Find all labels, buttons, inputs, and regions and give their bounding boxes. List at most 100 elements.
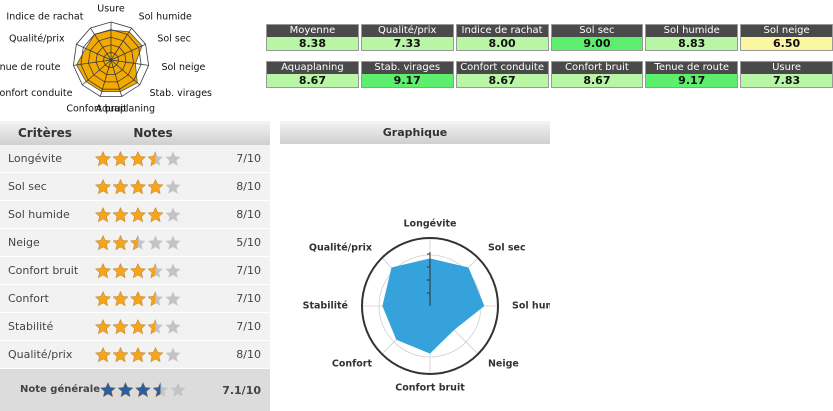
star	[165, 151, 181, 166]
star-clip	[95, 234, 111, 250]
axis-label: Sol sec	[488, 243, 526, 254]
note: 7/10	[236, 292, 261, 305]
star	[112, 290, 129, 306]
stars	[88, 262, 195, 279]
spoke	[110, 59, 123, 97]
axis-label: Stabilité	[303, 301, 348, 312]
star-clip	[147, 346, 164, 362]
star	[112, 206, 129, 222]
star-filled	[147, 346, 164, 362]
star-filled	[152, 382, 161, 398]
score-value: 9.00	[551, 37, 643, 50]
star-empty	[165, 319, 181, 334]
axis-label: Neige	[488, 358, 519, 369]
star-empty	[165, 291, 181, 306]
star-empty	[165, 179, 181, 194]
stars	[88, 318, 195, 335]
score-tile: Tenue de route 9.17	[645, 61, 739, 88]
star	[147, 150, 163, 166]
star	[112, 150, 129, 166]
star-empty	[165, 263, 181, 278]
star-rating	[95, 318, 181, 334]
axis-label: Longévite	[403, 219, 456, 230]
overall-note: 7.1/10	[222, 383, 261, 397]
star	[95, 150, 111, 166]
note: 7/10	[236, 264, 261, 277]
star	[95, 178, 111, 194]
star-filled	[130, 234, 138, 250]
criteria-table: Critères Notes Longévite 7/10 Sol sec 8/10 S…	[0, 121, 270, 411]
stars	[88, 346, 195, 363]
star	[165, 263, 181, 278]
stars	[88, 178, 195, 195]
score-tile: Sol neige 6.50	[740, 24, 833, 51]
star-clip	[147, 318, 156, 334]
criterion: Sol sec	[8, 180, 47, 193]
star-clip	[95, 206, 111, 222]
star-filled	[130, 346, 146, 362]
table-row: Longévite 7/10	[0, 145, 270, 173]
star-filled	[112, 290, 129, 306]
axis-label: Usure	[97, 4, 125, 15]
star	[130, 346, 146, 362]
axis-label: Qualité/prix	[9, 33, 65, 44]
star-filled	[112, 206, 129, 222]
star-clip	[112, 262, 129, 278]
criterion: Stabilité	[8, 320, 54, 333]
star-clip	[147, 206, 164, 222]
star	[95, 290, 111, 306]
star-filled	[130, 206, 146, 222]
outer-ring	[361, 237, 499, 375]
axis-label: Sol sec	[157, 33, 191, 44]
star-clip	[130, 290, 146, 306]
star-clip	[112, 346, 129, 362]
spoke	[76, 43, 112, 61]
overall-row: Note générale 7.1/10	[0, 369, 270, 411]
stars	[88, 206, 195, 223]
axis-label: Confort conduite	[0, 88, 73, 99]
star-clip	[112, 206, 129, 222]
star-filled	[130, 150, 146, 166]
star-rating	[95, 150, 181, 166]
star-filled	[147, 262, 156, 278]
score-label: Moyenne	[267, 25, 358, 37]
criterion: Qualité/prix	[8, 348, 73, 361]
axis-label: Confort bruit	[395, 383, 465, 394]
star-rating	[95, 346, 181, 362]
score-value: 9.17	[646, 74, 738, 87]
star-clip	[95, 178, 111, 194]
star	[112, 346, 129, 362]
star	[147, 290, 163, 306]
star-clip	[130, 234, 138, 250]
score-label: Sol humide	[646, 25, 738, 37]
star-filled	[117, 382, 134, 398]
star-clip	[100, 382, 116, 398]
note: 8/10	[236, 180, 261, 193]
axis-label: Tenue de route	[0, 62, 61, 73]
star-clip	[130, 178, 146, 194]
star	[165, 347, 181, 362]
panel-title: Graphique	[280, 121, 550, 144]
spoke	[73, 59, 112, 66]
star-filled	[147, 318, 156, 334]
score-tile: Confort conduite 8.67	[455, 61, 549, 88]
score-label: Confort bruit	[551, 62, 643, 74]
star	[95, 234, 111, 250]
table-row: Qualité/prix 8/10	[0, 341, 270, 369]
spoke	[110, 43, 146, 61]
score-tile: Usure 7.83	[740, 61, 833, 88]
star-filled	[95, 262, 111, 278]
stars	[88, 234, 195, 251]
star-filled	[147, 206, 164, 222]
grid-ring	[80, 29, 142, 90]
axis-label: Aquaplaning	[96, 103, 155, 114]
star	[148, 235, 163, 250]
star-filled	[130, 290, 146, 306]
star-filled	[112, 318, 129, 334]
score-tile: Aquaplaning 8.67	[266, 61, 359, 88]
note: 7/10	[236, 152, 261, 165]
header-cell: Critères	[18, 126, 72, 140]
stars	[88, 150, 195, 167]
star	[165, 235, 181, 250]
